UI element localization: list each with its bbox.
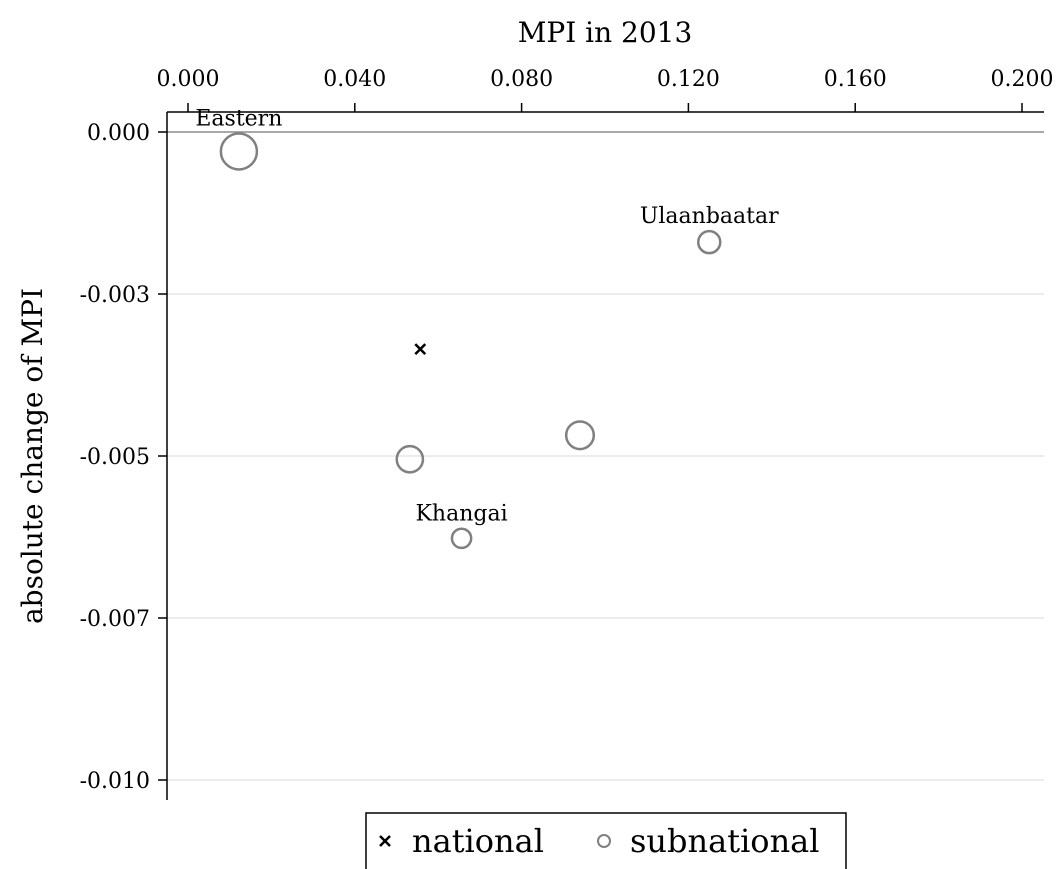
national-point [414, 343, 427, 355]
y-tick-label: -0.007 [80, 607, 150, 632]
x-tick-label: 0.000 [157, 67, 220, 92]
y-axis-ticks: 0.000 -0.003 -0.005 -0.007 -0.010 [80, 121, 167, 794]
y-tick-label: 0.000 [87, 121, 150, 146]
legend-x-marker-icon [379, 835, 391, 847]
subnational-point [450, 527, 473, 550]
legend-label-subnational: subnational [630, 822, 819, 860]
legend-circle-marker-icon [597, 834, 611, 848]
legend-box [365, 812, 847, 869]
y-tick-label: -0.005 [80, 445, 150, 470]
y-tick-label: -0.010 [80, 769, 150, 794]
x-tick-label: 0.080 [490, 67, 553, 92]
x-axis-title: MPI in 2013 [518, 16, 693, 49]
y-tick-label: -0.003 [80, 283, 150, 308]
y-axis-title: absolute change of MPI [16, 288, 49, 624]
x-tick-label: 0.120 [657, 67, 720, 92]
x-tick-label: 0.160 [824, 67, 887, 92]
x-tick-label: 0.200 [991, 67, 1054, 92]
x-tick-label: 0.040 [323, 67, 386, 92]
gridlines [167, 131, 1044, 781]
legend-item-subnational: subnational [597, 822, 819, 860]
legend: national subnational [365, 812, 847, 869]
point-label-ulaanbaatar: Ulaanbaatar [640, 204, 779, 229]
legend-label-national: national [412, 822, 544, 860]
point-labels: Eastern Ulaanbaatar Khangai [195, 106, 779, 526]
x-axis-ticks: 0.000 0.040 0.080 0.120 0.160 0.200 [157, 67, 1054, 112]
point-label-khangai: Khangai [415, 502, 507, 527]
data-points [219, 132, 722, 550]
subnational-point [395, 444, 425, 474]
subnational-point [697, 229, 722, 255]
legend-item-national: national [379, 822, 544, 860]
subnational-point [564, 420, 596, 451]
subnational-point [219, 132, 259, 171]
point-label-eastern: Eastern [195, 106, 282, 131]
